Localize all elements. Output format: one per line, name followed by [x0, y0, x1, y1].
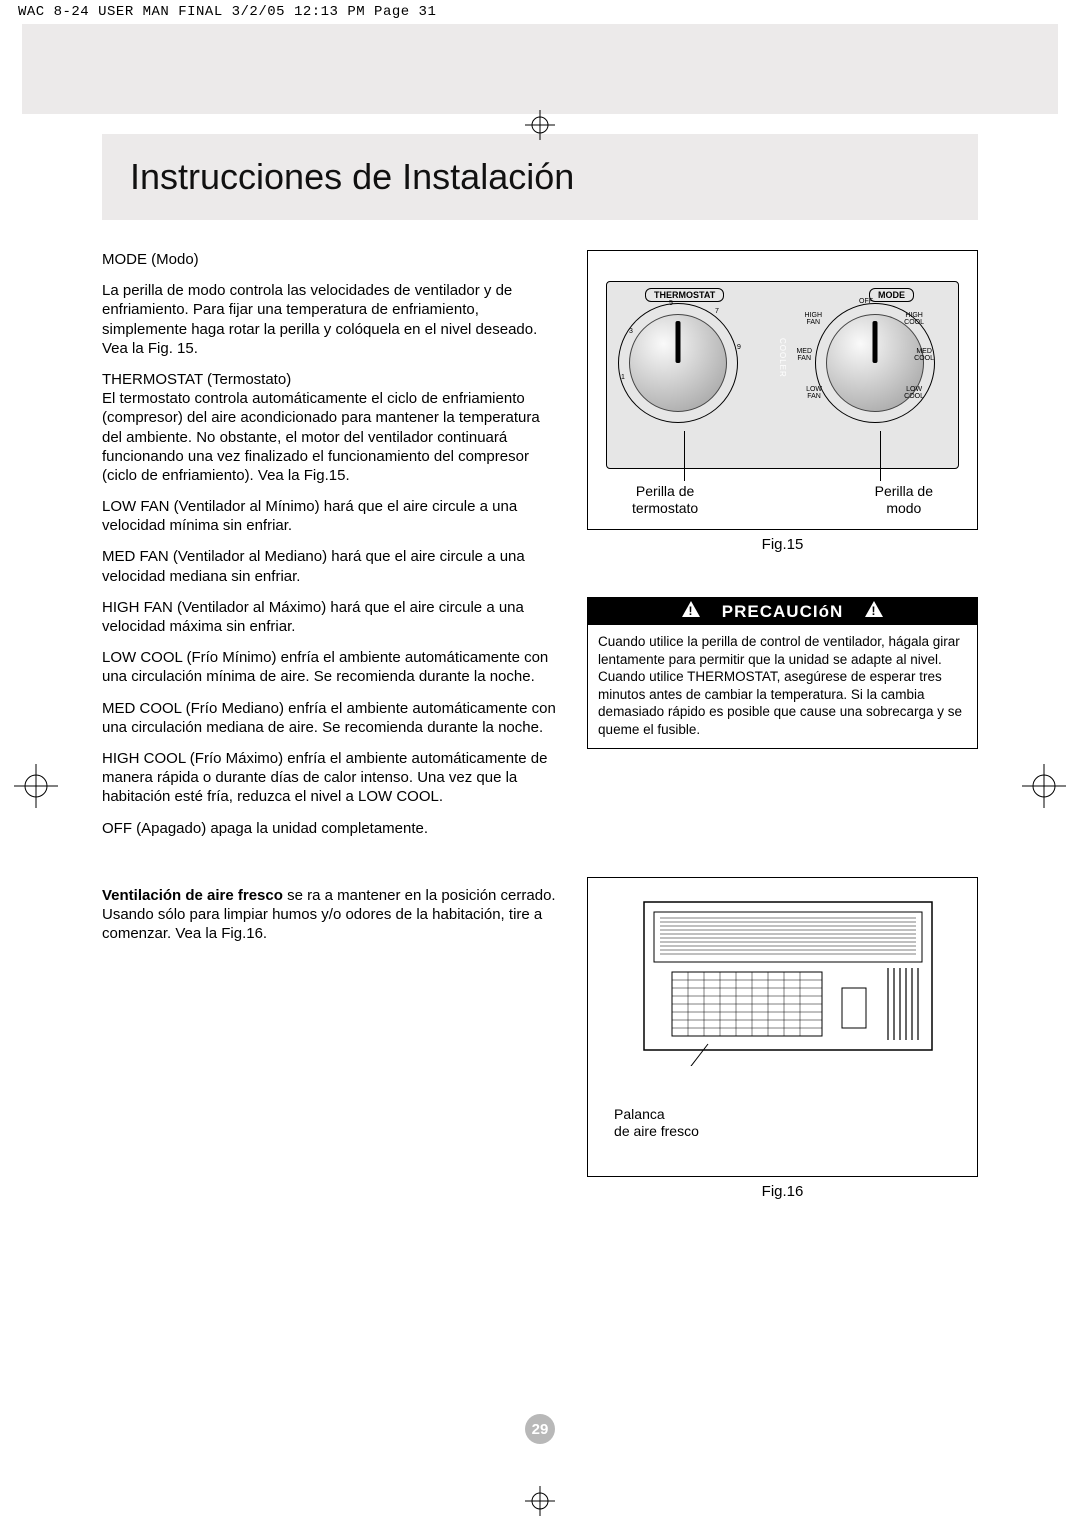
med-cool-text: MED COOL (Frío Mediano) enfría el ambien…	[102, 699, 563, 737]
tick-7: 7	[715, 308, 719, 315]
right-column: THERMOSTAT MODE 5 7 3 9 1 COOLER OFF HIG…	[587, 250, 978, 1200]
mode-off: OFF	[859, 298, 873, 305]
tick-3: 3	[629, 328, 633, 335]
svg-text:!: !	[688, 604, 693, 617]
mode-label: MODE	[869, 288, 914, 302]
fresh-air-bold: Ventilación de aire fresco	[102, 887, 283, 904]
mode-low-fan: LOW FAN	[806, 386, 822, 400]
mode-low-cool: LOW COOL	[904, 386, 924, 400]
registration-mark-icon	[525, 1486, 555, 1516]
tick-5: 5	[669, 300, 673, 307]
mode-high-fan: HIGH FAN	[805, 312, 823, 326]
svg-text:!: !	[872, 604, 877, 617]
callout-mode: Perilla de modo	[875, 483, 933, 517]
tick-9: 9	[737, 344, 741, 351]
low-fan-text: LOW FAN (Ventilador al Mínimo) hará que …	[102, 497, 563, 535]
thermostat-heading: THERMOSTAT (Termostato)	[102, 370, 563, 389]
registration-mark-icon	[14, 764, 58, 808]
panel-face: THERMOSTAT MODE 5 7 3 9 1 COOLER OFF HIG…	[606, 281, 959, 469]
low-cool-text: LOW COOL (Frío Mínimo) enfría el ambient…	[102, 648, 563, 686]
left-column: MODE (Modo) La perilla de modo controla …	[102, 250, 563, 1200]
ac-unit-icon	[638, 896, 938, 1066]
mode-heading: MODE (Modo)	[102, 250, 563, 269]
page-number: 29	[525, 1414, 555, 1444]
fig15-label: Fig.15	[587, 536, 978, 553]
page-frame: Instrucciones de Instalación MODE (Modo)…	[22, 134, 1058, 1488]
callout-line-left	[684, 431, 685, 481]
caution-title: PRECAUCIóN	[722, 602, 843, 622]
callout-thermostat: Perilla de termostato	[632, 483, 698, 517]
thermostat-label: THERMOSTAT	[645, 288, 724, 302]
caution-body: Cuando utilice la perilla de control de …	[588, 625, 977, 748]
warning-icon: !	[865, 601, 883, 622]
med-fan-text: MED FAN (Ventilador al Mediano) hará que…	[102, 547, 563, 585]
warning-icon: !	[682, 601, 700, 622]
content-columns: MODE (Modo) La perilla de modo controla …	[22, 250, 1058, 1200]
callout-line-right	[880, 431, 881, 481]
print-header: WAC 8-24 USER MAN FINAL 3/2/05 12:13 PM …	[0, 0, 1080, 24]
thermostat-dial	[629, 314, 727, 412]
title-band: Instrucciones de Instalación	[102, 134, 978, 220]
caution-box: ! PRECAUCIóN ! Cuando utilice la perilla…	[587, 597, 978, 749]
control-panel-figure: THERMOSTAT MODE 5 7 3 9 1 COOLER OFF HIG…	[587, 250, 978, 530]
mode-med-cool: MED COOL	[914, 348, 934, 362]
fresh-air-text: Ventilación de aire fresco se ra a mante…	[102, 886, 563, 944]
off-text: OFF (Apagado) apaga la unidad completame…	[102, 819, 563, 838]
unit-figure: Palanca de aire fresco	[587, 877, 978, 1177]
cooler-text: COOLER	[778, 338, 787, 378]
mode-body: La perilla de modo controla las velocida…	[102, 281, 563, 358]
top-grey-band	[22, 24, 1058, 114]
high-fan-text: HIGH FAN (Ventilador al Máximo) hará que…	[102, 598, 563, 636]
caution-heading: ! PRECAUCIóN !	[588, 598, 977, 625]
mode-high-cool: HIGH COOL	[904, 312, 924, 326]
mode-med-fan: MED FAN	[796, 348, 812, 362]
fig16-label: Fig.16	[587, 1183, 978, 1200]
tick-1: 1	[621, 374, 625, 381]
high-cool-text: HIGH COOL (Frío Máximo) enfría el ambien…	[102, 749, 563, 807]
page-title: Instrucciones de Instalación	[130, 156, 950, 198]
thermostat-body: El termostato controla automáticamente e…	[102, 389, 563, 485]
fresh-air-callout: Palanca de aire fresco	[614, 1106, 699, 1140]
registration-mark-icon	[1022, 764, 1066, 808]
